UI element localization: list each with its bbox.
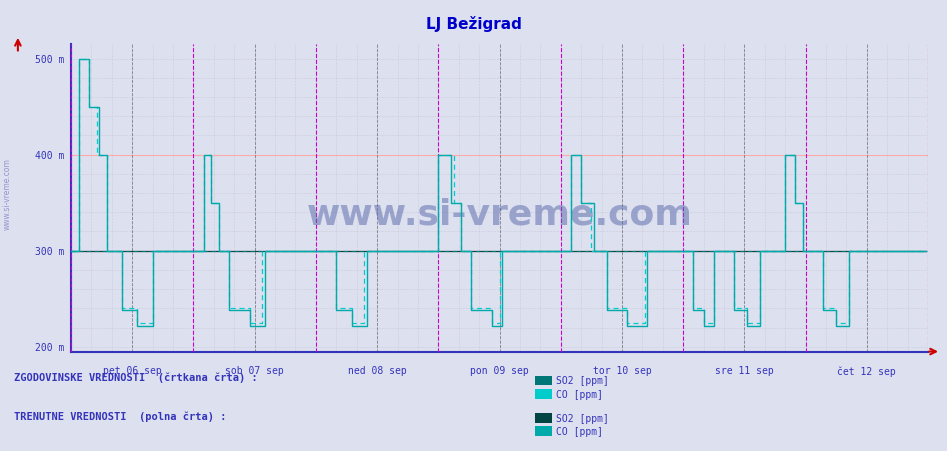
Text: 400 m: 400 m (35, 150, 64, 160)
Text: 500 m: 500 m (35, 55, 64, 64)
Text: sre 11 sep: sre 11 sep (715, 366, 774, 376)
Text: 300 m: 300 m (35, 246, 64, 256)
Text: www.si-vreme.com: www.si-vreme.com (307, 197, 692, 231)
Text: pon 09 sep: pon 09 sep (470, 366, 529, 376)
Text: pet 06 sep: pet 06 sep (103, 366, 162, 376)
Text: ZGODOVINSKE VREDNOSTI  (črtkana črta) :: ZGODOVINSKE VREDNOSTI (črtkana črta) : (14, 372, 258, 382)
Text: SO2 [ppm]: SO2 [ppm] (556, 413, 609, 423)
Text: čet 12 sep: čet 12 sep (837, 366, 896, 376)
Text: tor 10 sep: tor 10 sep (593, 366, 652, 376)
Text: 200 m: 200 m (35, 342, 64, 352)
Text: TRENUTNE VREDNOSTI  (polna črta) :: TRENUTNE VREDNOSTI (polna črta) : (14, 410, 226, 421)
Text: LJ Bežigrad: LJ Bežigrad (425, 16, 522, 32)
Text: sob 07 sep: sob 07 sep (225, 366, 284, 376)
Text: SO2 [ppm]: SO2 [ppm] (556, 376, 609, 386)
Text: www.si-vreme.com: www.si-vreme.com (3, 158, 12, 230)
Text: CO [ppm]: CO [ppm] (556, 426, 603, 436)
Text: CO [ppm]: CO [ppm] (556, 389, 603, 399)
Text: ned 08 sep: ned 08 sep (348, 366, 406, 376)
